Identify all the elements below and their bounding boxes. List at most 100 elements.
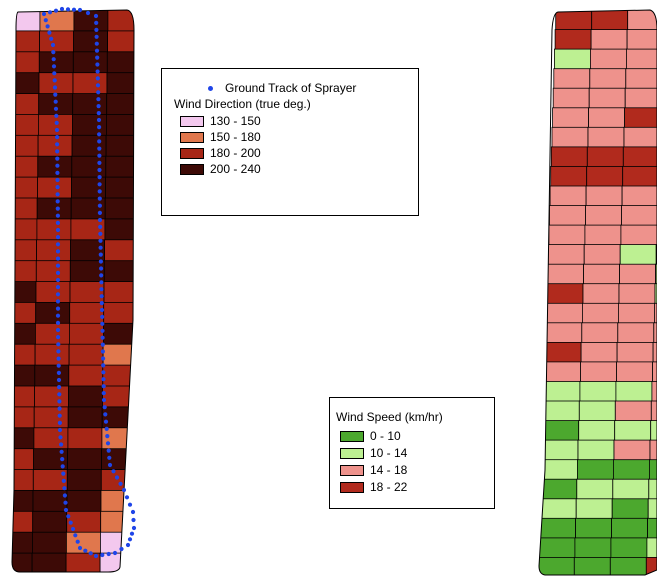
track-point [93, 13, 99, 19]
wind-direction-cell [100, 469, 134, 492]
wind-direction-cell [36, 218, 72, 241]
track-point [55, 292, 61, 297]
wind-speed-cell [649, 439, 657, 461]
track-point [63, 507, 69, 513]
track-point [55, 149, 60, 154]
wind-speed-cell [590, 29, 628, 51]
track-point [47, 10, 53, 15]
wind-speed-cell [645, 557, 657, 575]
wind-speed-cell [582, 283, 620, 305]
track-point [57, 427, 63, 433]
track-point [129, 531, 135, 536]
wind-direction-cell [12, 93, 40, 116]
track-point [50, 42, 56, 48]
wind-direction-cell [37, 155, 73, 178]
track-point [97, 203, 102, 208]
wind-direction-cell [38, 72, 74, 95]
track-point [53, 106, 59, 111]
wind-direction-cell [12, 218, 38, 241]
wind-direction-cell [99, 552, 134, 572]
track-point [97, 125, 102, 130]
wind-speed-cell [647, 517, 657, 539]
track-point [54, 127, 60, 133]
wind-speed-cell [624, 87, 657, 109]
track-point [131, 517, 136, 523]
wind-speed-cell [575, 517, 612, 539]
track-point [100, 552, 105, 558]
track-point [94, 27, 99, 32]
wind-direction-cell [72, 93, 108, 116]
wind-direction-cell [32, 531, 67, 554]
wind-speed-map-outline [538, 9, 657, 576]
track-point [96, 97, 101, 102]
track-point [99, 280, 104, 285]
track-point [51, 64, 57, 69]
wind-speed-cell [544, 341, 582, 363]
wind-direction-cell [12, 510, 34, 533]
wind-speed-cell [619, 244, 657, 266]
track-point [97, 189, 102, 194]
wind-speed-cell [651, 381, 657, 402]
wind-direction-cell [38, 51, 74, 74]
wind-direction-cell [66, 469, 102, 492]
track-point [98, 245, 103, 250]
wind-speed-cell [541, 459, 578, 481]
track-point [73, 533, 78, 538]
wind-speed-cell [584, 224, 622, 246]
wind-direction-cell [100, 531, 134, 554]
direction-swatch-180-200 [180, 148, 204, 160]
wind-speed-cell [653, 322, 657, 344]
wind-speed-cell [551, 126, 589, 148]
wind-speed-cell [621, 205, 657, 226]
wind-speed-cell [613, 459, 650, 481]
track-point [55, 249, 61, 254]
wind-direction-cell [69, 281, 105, 304]
track-point [55, 227, 61, 233]
track-point [66, 514, 71, 519]
wind-direction-cell [39, 30, 74, 53]
wind-speed-cell [576, 478, 614, 500]
track-point [101, 370, 106, 375]
wind-direction-cell [66, 489, 102, 513]
speed-class-10-14: 10 - 14 [340, 446, 407, 460]
speed-class-14-18: 14 - 18 [340, 463, 407, 477]
track-point [96, 117, 102, 123]
speed-swatch-10-14 [340, 448, 364, 460]
wind-speed-cell [580, 341, 618, 363]
track-point [94, 41, 99, 46]
wind-direction-cell [67, 427, 103, 450]
wind-speed-cell [627, 10, 657, 31]
track-point [101, 363, 106, 368]
wind-direction-cell [107, 10, 134, 32]
wind-speed-cell [581, 322, 619, 344]
track-point [59, 6, 65, 12]
wind-direction-cell [12, 197, 38, 220]
track-point [55, 199, 60, 204]
wind-speed-cell [622, 165, 657, 187]
track-point [98, 252, 103, 257]
wind-direction-cell [35, 301, 71, 325]
track-point [96, 104, 101, 109]
wind-direction-cell [38, 93, 74, 116]
wind-direction-cell [12, 469, 34, 492]
wind-speed-cell [579, 381, 617, 402]
wind-speed-cell [555, 10, 593, 31]
track-point [100, 342, 105, 347]
wind-direction-cell [70, 239, 105, 262]
track-point [55, 277, 61, 283]
track-point [55, 242, 61, 247]
wind-speed-cell [626, 29, 657, 51]
track-point [97, 132, 102, 137]
wind-speed-cell [618, 283, 656, 305]
wind-speed-cell [610, 537, 648, 559]
wind-speed-cell [546, 302, 583, 324]
track-point [60, 457, 65, 462]
track-point [68, 520, 73, 525]
track-point [52, 85, 58, 90]
wind-direction-cell [67, 406, 103, 429]
track-point [55, 256, 61, 261]
wind-speed-cell [646, 537, 657, 559]
wind-direction-cell [69, 301, 105, 325]
track-point [56, 335, 61, 340]
